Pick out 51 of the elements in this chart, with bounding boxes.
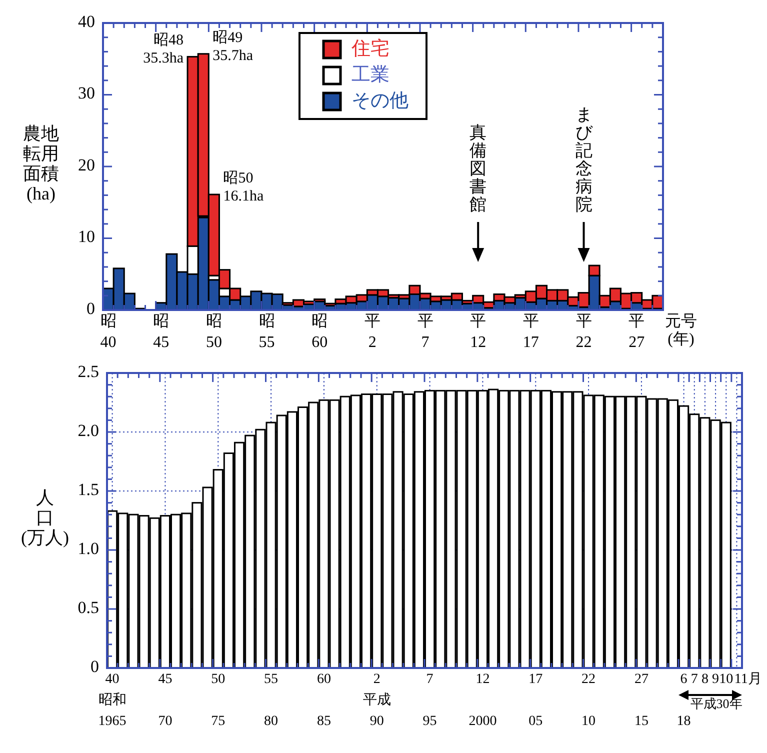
y-axis-title: 農地転用面積(ha): [23, 123, 59, 204]
x-tick-label: 平 7: [417, 313, 434, 352]
x-tick-label: 11月: [734, 672, 762, 687]
y-tick-label: 0.5: [78, 598, 99, 617]
category-label: 22 10: [582, 672, 596, 729]
category-label: 27 15: [634, 672, 648, 729]
x-tick-label: 9: [712, 672, 720, 687]
x-tick-label: 2 平成 90: [362, 672, 391, 729]
category-label: 6 18: [676, 672, 691, 729]
y-tick-label: 10: [78, 227, 95, 246]
y-tick-label: 2.0: [78, 420, 99, 440]
category-label: 7 95: [422, 672, 437, 729]
y-tick-label: 0: [90, 656, 99, 676]
x-tick-label: 昭 55: [258, 313, 275, 352]
x-tick-label: 平 22: [576, 313, 592, 352]
category-label: 12 2000: [468, 672, 497, 729]
x-tick-label: 7: [690, 672, 698, 687]
legend-label: 住宅: [350, 37, 390, 60]
y-tick-label: 2.5: [78, 362, 99, 381]
category-label: 55 80: [264, 672, 278, 729]
category-label: 17 05: [528, 672, 543, 729]
category-label: 60 85: [316, 672, 331, 729]
legend-label: 工業: [352, 64, 390, 86]
text: 平成30年: [690, 696, 742, 711]
x-tick-label: 平 17: [522, 313, 539, 352]
y-tick-label: 40: [78, 12, 95, 31]
x-axis-title: 元号 (年): [665, 313, 697, 348]
annotation: 真備図書館: [470, 123, 487, 214]
annotation: 昭50 16.1ha: [223, 170, 264, 204]
annotation: 昭49 35.7ha: [212, 29, 254, 64]
x-tick-label: 昭 60: [312, 313, 328, 352]
x-tick-label: 40 昭和 1965: [98, 672, 126, 729]
annotation: 昭48 35.3ha: [143, 32, 184, 66]
y-tick-label: 1.0: [78, 538, 99, 558]
y-tick-label: 1.5: [78, 480, 99, 499]
y-tick-label: 20: [78, 155, 95, 174]
x-tick-label: 昭 50: [206, 313, 222, 352]
y-tick-label: 30: [78, 84, 95, 103]
legend-label: その他: [352, 90, 408, 112]
x-tick-label: 昭 45: [153, 313, 170, 352]
category-label: 45 70: [158, 672, 172, 729]
y-tick-label: 0: [86, 298, 95, 318]
x-tick-label: 平 12: [470, 313, 486, 352]
x-tick-label: 平 27: [628, 313, 645, 352]
annotation: まび記念病院: [575, 105, 594, 214]
x-tick-label: 平 2: [364, 313, 380, 352]
category-label: 50 75: [211, 672, 226, 729]
x-tick-label: 10: [719, 672, 734, 687]
x-tick-label: 昭 40: [100, 313, 116, 352]
x-tick-label: 8: [701, 672, 708, 687]
y-axis-title: 人口(万人): [21, 487, 69, 548]
